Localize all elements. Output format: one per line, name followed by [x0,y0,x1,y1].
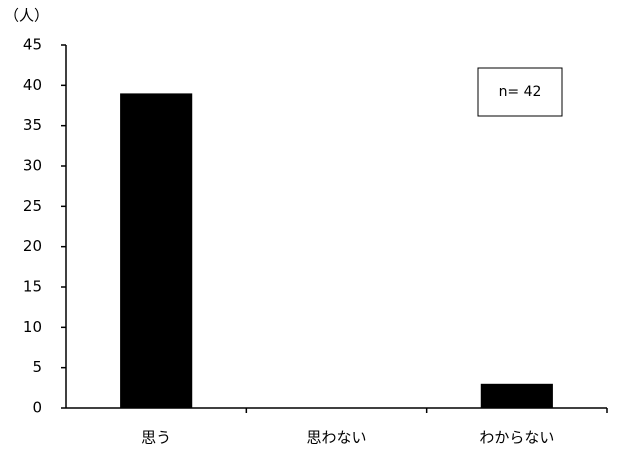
y-tick-label: 15 [23,278,42,296]
annotation: n= 42 [499,84,542,100]
annotation-box [477,67,563,117]
y-tick-label: 10 [23,318,42,336]
y-tick-label: 45 [23,36,42,54]
y-tick-label: 20 [23,237,42,255]
y-tick-label: 25 [23,197,42,215]
y-tick-label: 0 [32,399,42,417]
bar [120,93,193,409]
bar [480,383,553,408]
x-tick-label: わからない [479,429,554,447]
x-tick-label: 思わない [306,429,366,447]
y-axis-label: （人） [4,7,49,25]
y-tick-label: 40 [23,76,42,94]
y-tick-label: 5 [32,358,42,376]
y-tick-label: 30 [23,157,42,175]
y-tick-label: 35 [23,116,42,134]
x-tick-label: 思う [141,429,171,447]
